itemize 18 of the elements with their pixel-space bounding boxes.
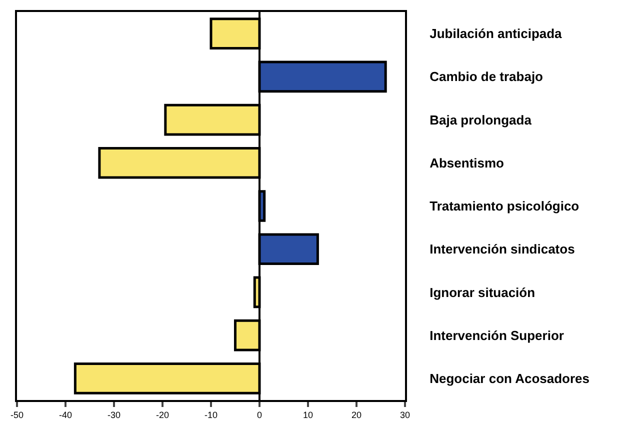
y-tick-label: Negociar con Acosadores: [430, 370, 590, 386]
y-tick-label: Intervención Superior: [430, 328, 564, 343]
y-tick-label: Cambio de trabajo: [430, 69, 544, 84]
x-tick-label: -10: [204, 410, 218, 420]
x-tick-label: -30: [107, 410, 121, 420]
x-tick-label: -20: [156, 410, 170, 420]
x-tick-label: 30: [400, 410, 410, 420]
y-tick-label: Ignorar situación: [430, 284, 536, 300]
y-tick-label: Absentismo: [430, 155, 504, 170]
x-tick-label: 10: [302, 410, 314, 420]
x-tick-label: -50: [10, 410, 24, 420]
y-tick-label: Intervención sindicatos: [430, 242, 575, 257]
x-tick-label: -40: [58, 410, 72, 420]
y-tick-label: Tratamiento psicológico: [430, 198, 580, 214]
y-tick-label: Baja prolongada: [430, 112, 532, 128]
x-tick-label: 0: [256, 410, 262, 420]
y-tick-label: Jubilación anticipada: [430, 26, 563, 42]
x-tick-label: 20: [351, 410, 362, 420]
